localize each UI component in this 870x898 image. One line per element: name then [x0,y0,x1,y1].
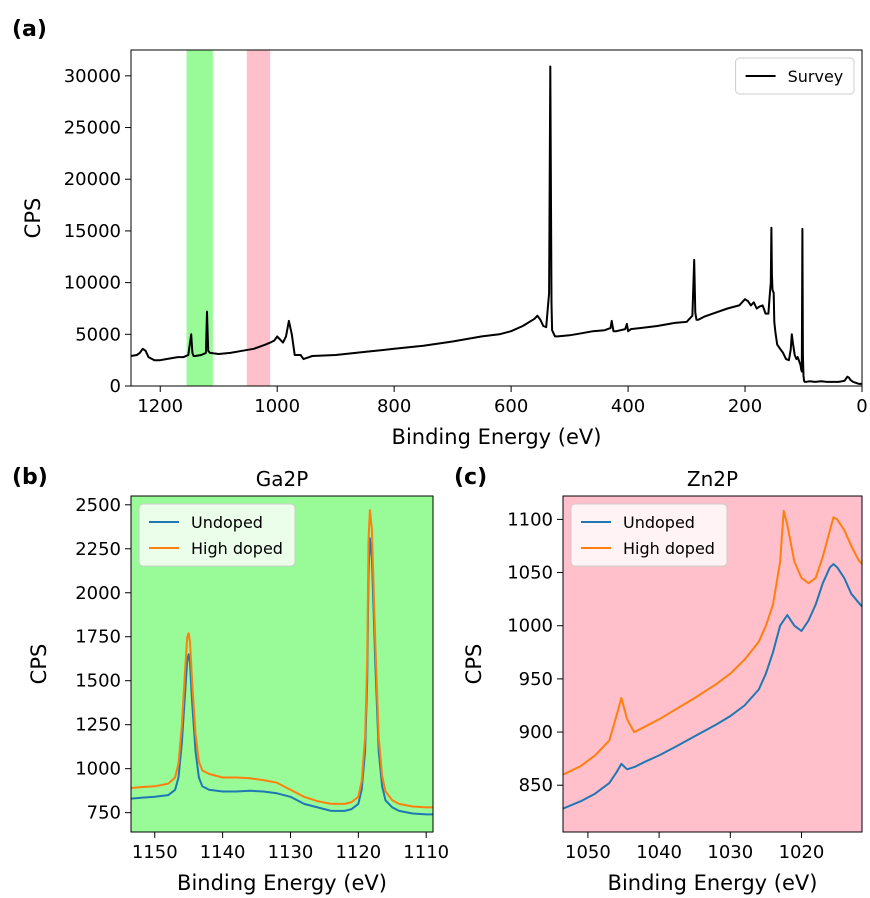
x-tick-label: 1040 [636,842,682,863]
y-tick-label: 850 [519,775,553,796]
y-axis-label: CPS [21,198,45,239]
legend: Undoped High doped [138,503,296,567]
x-tick-label: 1150 [132,842,178,863]
y-axis-label: CPS [462,644,486,685]
y-tick-label: 1750 [75,627,121,648]
series-line-1 [131,65,862,385]
legend-box [570,503,728,567]
y-tick-label: 750 [87,803,121,824]
y-tick-label: 20000 [64,169,121,190]
axes-frame [562,495,863,833]
y-tick-label: 1050 [507,563,553,584]
y-tick-label: 1250 [75,715,121,736]
y-tick-label: 5000 [75,324,121,345]
x-tick-label: 400 [611,396,645,417]
series-line-2 [131,509,433,809]
x-axis-label: Binding Energy (eV) [608,871,818,895]
x-tick-label: 1110 [403,842,449,863]
x-axis-label: Binding Energy (eV) [392,425,602,449]
panel-label: (c) [454,465,487,490]
survey-panel: (a) 1200 1000 800 600 400 200 0050001000015000… [12,17,868,449]
plot-area: 1050 1040 1030 1020 850 900 950 1000 1050 1100 Bin… [462,467,863,895]
panel-label: (a) [12,17,47,42]
y-tick-label: 2000 [75,583,121,604]
y-tick-label: 900 [519,722,553,743]
chart-title: Zn2P [687,467,738,491]
legend-label: Survey [788,67,844,86]
zn2p-panel: (c) 1050 1040 1030 1020 850 900 950 1000 1050 110… [454,465,863,895]
x-axis-label: Binding Energy (eV) [177,871,387,895]
axes-frame [130,495,434,833]
series-line-2 [563,509,862,776]
series-line-1 [563,563,862,810]
x-tick-label: 1000 [254,396,300,417]
x-tick-label: 1050 [565,842,611,863]
legend-box [735,57,855,95]
series-line-1 [131,537,433,816]
x-tick-label: 1030 [707,842,753,863]
y-tick-label: 10000 [64,273,121,294]
x-tick-label: 1140 [200,842,246,863]
axes-frame [130,49,863,387]
legend-label: Undoped [623,513,695,532]
y-tick-label: 15000 [64,221,121,242]
legend-box [138,503,296,567]
x-tick-label: 0 [856,396,867,417]
y-tick-label: 2250 [75,539,121,560]
x-tick-label: 1020 [779,842,825,863]
x-tick-label: 1120 [335,842,381,863]
y-tick-label: 1500 [75,671,121,692]
y-tick-label: 25000 [64,118,121,139]
plot-area: 1150 1140 1130 1120 1110 750 1000 1250 1500 1750 2… [27,467,449,895]
ga2p-panel: (b) 1150 1140 1130 1120 11107501000125015001… [12,465,449,895]
legend-label: High doped [623,539,715,558]
chart-title: Ga2P [256,467,309,491]
legend: Undoped High doped [570,503,728,567]
y-tick-label: 1000 [75,759,121,780]
y-tick-label: 2500 [75,495,121,516]
y-tick-label: 1100 [507,509,553,530]
x-tick-label: 1130 [268,842,314,863]
legend-label: Undoped [191,513,263,532]
y-tick-label: 0 [110,376,121,397]
y-tick-label: 1000 [507,616,553,637]
x-tick-label: 800 [377,396,411,417]
y-tick-label: 30000 [64,66,121,87]
y-axis-label: CPS [27,644,51,685]
legend-label: High doped [191,539,283,558]
panel-label: (b) [12,465,48,490]
legend: Survey [735,57,855,95]
x-tick-label: 200 [728,396,762,417]
x-tick-label: 1200 [137,396,183,417]
plot-area: 1200 1000 800 600 400 200 00500010000150002000… [21,49,868,449]
y-tick-label: 950 [519,669,553,690]
shaded-region [246,50,271,386]
x-tick-label: 600 [494,396,528,417]
